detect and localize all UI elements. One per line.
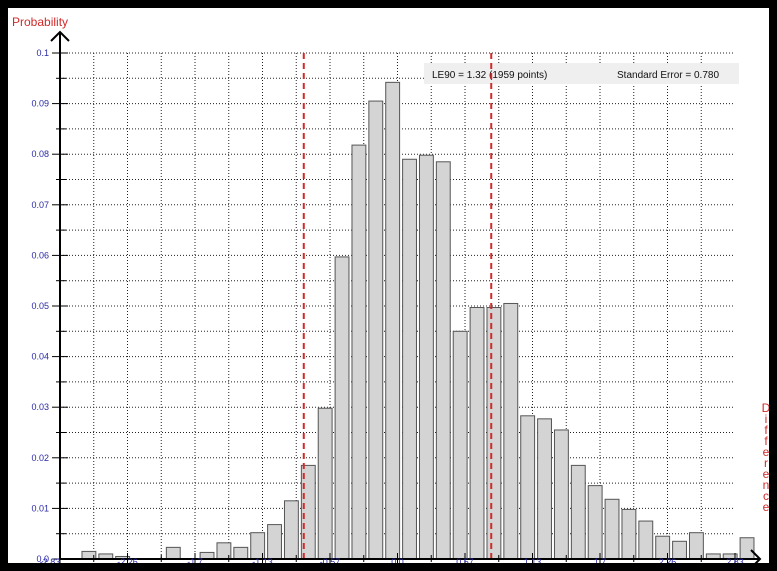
reference-lines xyxy=(302,53,493,559)
axes xyxy=(50,30,762,563)
histogram-bar xyxy=(267,524,282,560)
x-tick-label: 2.83 xyxy=(726,557,744,563)
y-axis-ticks: 0.0 0.01 0.02 0.03 0.04 0.05 0.06 0.07 0.08 0.09 0… xyxy=(31,48,68,563)
histogram-bar xyxy=(604,498,620,560)
histogram-bar xyxy=(503,302,519,560)
x-tick-label: -2.83 xyxy=(40,557,61,563)
histogram-bar xyxy=(368,100,384,560)
y-tick-label: 0.05 xyxy=(31,301,49,311)
y-axis-arrow xyxy=(50,30,70,42)
histogram-bar xyxy=(520,415,536,560)
y-tick-label: 0.08 xyxy=(31,149,49,159)
histogram-bar xyxy=(587,485,603,560)
histogram-bar xyxy=(553,429,569,560)
x-axis-ticks: -2.83 -2.26 -1.7 -1.13 -0.57 0.0 0.57 1.13 1.7 2.… xyxy=(40,553,744,563)
histogram-bar xyxy=(570,464,586,560)
histogram-bar xyxy=(402,158,417,560)
le90-text: LE90 = 1.32 (1959 points) xyxy=(432,70,547,81)
y-tick-label: 0.1 xyxy=(36,48,49,58)
histogram-bar xyxy=(537,418,552,560)
histogram-bar xyxy=(452,330,468,560)
histogram-bar xyxy=(469,307,485,560)
x-tick-label: -0.57 xyxy=(320,557,341,563)
y-tick-label: 0.04 xyxy=(31,352,49,362)
histogram-chart: LE90 = 1.32 (1959 points) Standard Error… xyxy=(12,15,769,563)
histogram-bar xyxy=(739,537,755,560)
histogram-bar xyxy=(486,307,502,560)
x-tick-label: 1.13 xyxy=(524,557,542,563)
x-tick-label: 1.7 xyxy=(594,557,607,563)
histogram-bar xyxy=(334,256,350,560)
histogram-bar xyxy=(435,161,451,560)
y-tick-label: 0.02 xyxy=(31,453,49,463)
histogram-bar xyxy=(638,520,654,560)
info-box xyxy=(424,63,739,84)
x-tick-label: -1.7 xyxy=(187,557,203,563)
x-tick-label: 0.57 xyxy=(456,557,474,563)
histogram-bar xyxy=(418,154,434,560)
standard-error-text: Standard Error = 0.780 xyxy=(617,70,719,81)
x-axis-arrow xyxy=(750,549,762,563)
chart-frame: LE90 = 1.32 (1959 points) Standard Error… xyxy=(8,8,769,563)
histogram-bar xyxy=(283,500,299,560)
histogram-bar xyxy=(385,81,401,560)
histogram-bar xyxy=(351,144,367,560)
grid-lines xyxy=(60,52,735,559)
histogram-bar xyxy=(317,407,333,560)
y-tick-label: 0.09 xyxy=(31,99,49,109)
histogram-bar xyxy=(621,508,637,560)
y-axis-title: Probability xyxy=(12,15,68,29)
y-tick-label: 0.01 xyxy=(31,503,49,513)
y-tick-label: 0.06 xyxy=(31,250,49,260)
y-tick-label: 0.0 xyxy=(36,554,49,563)
y-tick-label: 0.03 xyxy=(31,402,49,412)
histogram-bar xyxy=(165,546,181,560)
histogram-bar xyxy=(233,546,249,560)
x-tick-label: 2.26 xyxy=(659,557,677,563)
x-tick-label: 0.0 xyxy=(391,557,404,563)
y-tick-label: 0.07 xyxy=(31,200,49,210)
x-tick-label: -2.26 xyxy=(117,557,138,563)
x-tick-label: -1.13 xyxy=(252,557,273,563)
